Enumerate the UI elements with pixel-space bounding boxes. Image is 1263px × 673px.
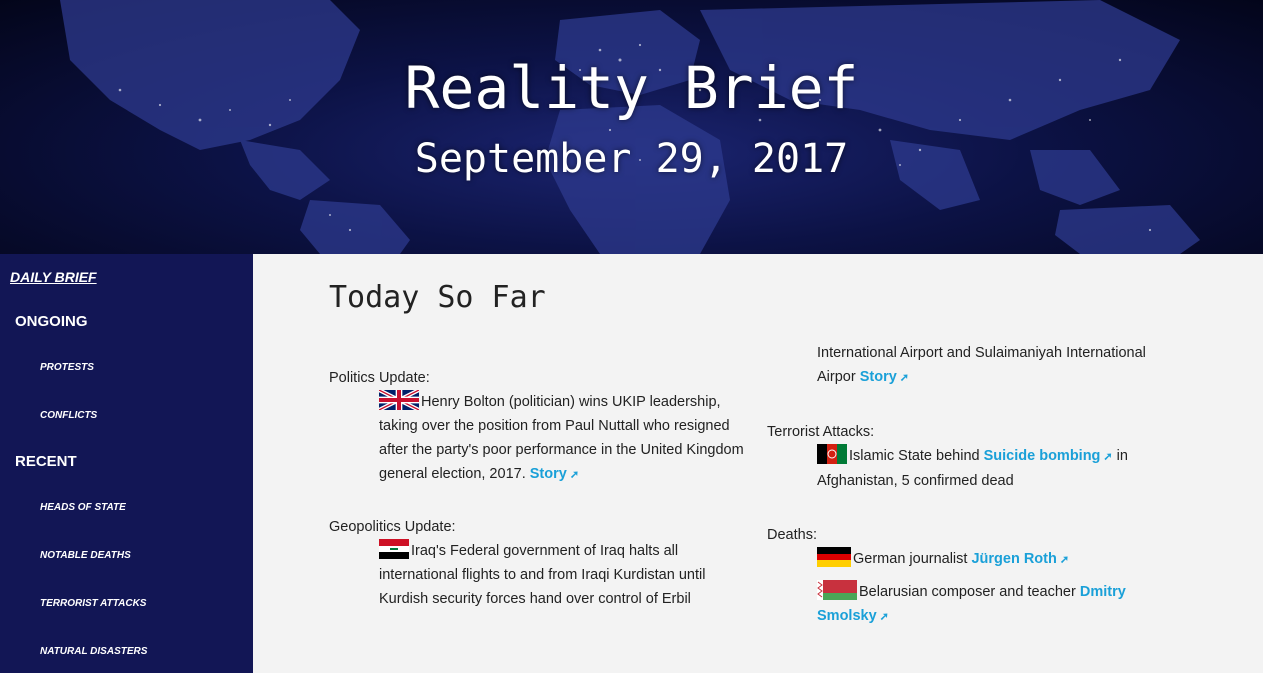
terrorist-entry: Islamic State behind Suicide bombing ➚ in… [767, 444, 1187, 493]
politics-text: Henry Bolton (politician) wins UKIP lead… [379, 394, 744, 482]
afghanistan-flag-icon [817, 444, 847, 464]
terrorist-label: Terrorist Attacks: [767, 424, 875, 440]
suicide-bombing-link[interactable]: Suicide bombing ➚ [983, 448, 1113, 464]
deaths-label: Deaths: [767, 527, 817, 543]
nav-section-ongoing[interactable]: ONGOING [15, 313, 88, 330]
geopolitics-label: Geopolitics Update: [329, 519, 456, 535]
iraq-flag-icon [379, 539, 409, 559]
death-text: Belarusian composer and teacher [859, 584, 1076, 600]
death-entry: German journalist Jürgen Roth ➚ [767, 547, 1187, 572]
geopolitics-text-part2: International Airport and Sulaimaniyah I… [817, 345, 1146, 385]
death-entry: Belarusian composer and teacher Dmitry S… [767, 580, 1187, 629]
world-map-image [60, 0, 1200, 254]
nav-item-protests[interactable]: PROTESTS [40, 362, 94, 373]
external-link-icon: ➚ [899, 372, 910, 384]
geopolitics-entry-continued: International Airport and Sulaimaniyah I… [767, 341, 1187, 390]
death-text: German journalist [853, 551, 968, 567]
terrorist-text-before: Islamic State behind [849, 448, 980, 464]
nav-item-conflicts[interactable]: CONFLICTS [40, 410, 98, 421]
left-column: Politics Update: Henry Bolton (politicia… [329, 366, 749, 611]
germany-flag-icon [817, 547, 851, 567]
nav-daily-brief[interactable]: DAILY BRIEF [10, 269, 97, 285]
external-link-icon: ➚ [1103, 451, 1113, 463]
external-link-icon: ➚ [569, 469, 580, 481]
nav-section-recent[interactable]: RECENT [15, 453, 77, 470]
main-content: Today So Far Politics Update: Henry Bolt… [253, 254, 1263, 673]
politics-label: Politics Update: [329, 370, 430, 386]
site-title: Reality Brief [404, 54, 859, 122]
external-link-icon: ➚ [879, 611, 889, 623]
hero-banner: Reality Brief September 29, 2017 [0, 0, 1263, 254]
page-title: Today So Far [329, 280, 546, 315]
dmitry-smolsky-link[interactable]: Dmitry Smolsky ➚ [817, 584, 1126, 624]
politics-entry: Henry Bolton (politician) wins UKIP lead… [329, 390, 749, 487]
nav-item-terrorist-attacks[interactable]: TERRORIST ATTACKS [40, 598, 147, 609]
geopolitics-text-part1: Iraq's Federal government of Iraq halts … [379, 543, 706, 607]
brief-date: September 29, 2017 [414, 136, 849, 182]
belarus-flag-icon [817, 580, 857, 600]
nav-item-notable-deaths[interactable]: NOTABLE DEATHS [40, 550, 131, 561]
sidebar: DAILY BRIEF ONGOING PROTESTS CONFLICTS R… [0, 254, 253, 673]
external-link-icon: ➚ [1059, 554, 1070, 566]
jurgen-roth-link[interactable]: Jürgen Roth ➚ [971, 551, 1070, 567]
terrorist-text-after: in Afghanistan, 5 confirmed dead [817, 448, 1128, 489]
nav-item-natural-disasters[interactable]: NATURAL DISASTERS [40, 646, 148, 657]
geopolitics-story-link[interactable]: Story ➚ [859, 369, 910, 385]
uk-flag-icon [379, 390, 419, 410]
nav-item-heads-of-state[interactable]: HEADS OF STATE [40, 502, 126, 513]
right-column: International Airport and Sulaimaniyah I… [767, 341, 1187, 629]
geopolitics-entry: Iraq's Federal government of Iraq halts … [329, 539, 749, 611]
politics-story-link[interactable]: Story ➚ [529, 466, 580, 482]
